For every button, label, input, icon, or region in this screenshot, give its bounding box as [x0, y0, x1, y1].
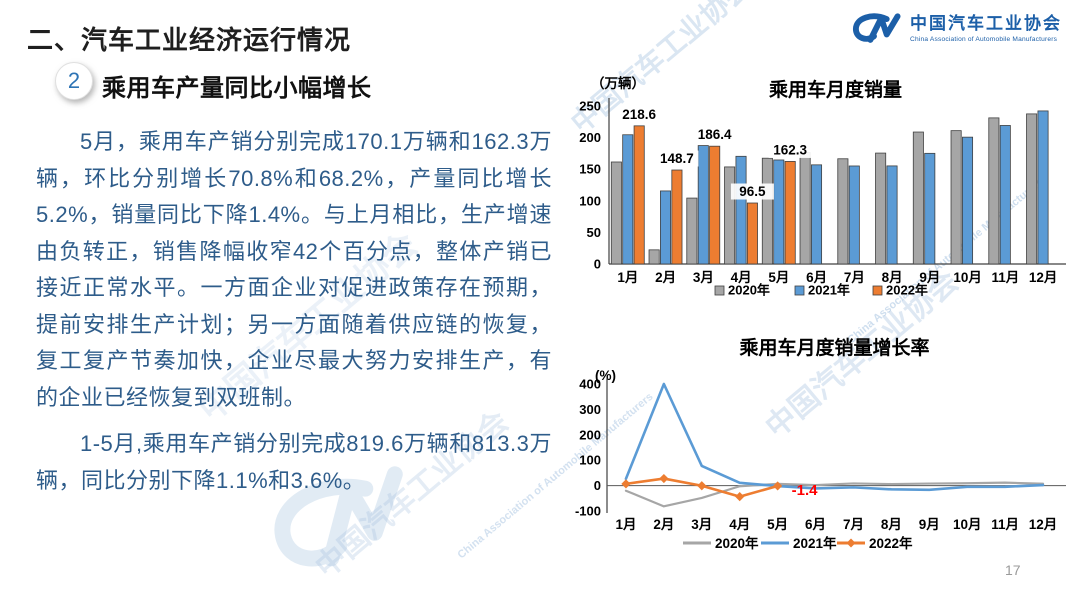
svg-text:(%): (%)	[595, 368, 616, 383]
svg-text:8月: 8月	[882, 270, 903, 285]
svg-text:3月: 3月	[693, 270, 714, 285]
svg-text:162.3: 162.3	[773, 142, 807, 157]
svg-text:（万辆）: （万辆）	[591, 75, 645, 91]
svg-text:11月: 11月	[991, 270, 1019, 285]
svg-text:-1.4: -1.4	[792, 482, 819, 499]
svg-text:218.6: 218.6	[622, 107, 656, 122]
svg-text:3月: 3月	[691, 517, 712, 532]
svg-text:-100: -100	[575, 504, 601, 519]
svg-text:7月: 7月	[844, 270, 865, 285]
svg-text:300: 300	[579, 402, 601, 417]
svg-text:100: 100	[579, 453, 601, 468]
page-title: 二、汽车工业经济运行情况	[27, 25, 352, 55]
svg-text:4月: 4月	[731, 270, 752, 285]
svg-text:150: 150	[579, 162, 601, 177]
svg-text:2021年: 2021年	[808, 283, 850, 298]
svg-text:2020年: 2020年	[728, 283, 770, 298]
svg-text:100: 100	[579, 193, 601, 208]
logo-name-english: China Association of Automobile Manufact…	[910, 35, 1058, 43]
svg-text:7月: 7月	[843, 517, 864, 532]
svg-text:10月: 10月	[953, 517, 982, 532]
svg-text:200: 200	[579, 427, 601, 442]
section-number-badge: 2	[55, 62, 93, 100]
svg-text:5月: 5月	[767, 517, 788, 532]
logo-name-chinese: 中国汽车工业协会	[910, 14, 1062, 34]
body-paragraph-2: 1-5月,乘用车产销分别完成819.6万辆和813.3万辆，同比分别下降1.1%…	[36, 431, 552, 493]
body-text-block: 5月，乘用车产销分别完成170.1万辆和162.3万辆，环比分别增长70.8%和…	[36, 124, 552, 509]
svg-text:0: 0	[594, 257, 601, 272]
svg-text:2022年: 2022年	[869, 535, 913, 551]
svg-text:2020年: 2020年	[715, 535, 759, 551]
svg-text:5月: 5月	[768, 270, 789, 285]
svg-text:2月: 2月	[655, 270, 676, 285]
svg-text:9月: 9月	[919, 517, 940, 532]
svg-text:6月: 6月	[805, 517, 826, 532]
section-heading: 乘用车产量同比小幅增长	[102, 75, 372, 102]
cam-logo-icon	[852, 13, 901, 43]
svg-text:4月: 4月	[729, 517, 750, 532]
organization-logo: 中国汽车工业协会 China Association of Automobile…	[845, 10, 1062, 48]
svg-text:1月: 1月	[617, 270, 638, 285]
svg-text:10月: 10月	[953, 270, 982, 285]
watermark-cm-logo-icon	[274, 466, 403, 567]
svg-text:9月: 9月	[919, 270, 940, 285]
svg-text:乘用车月度销量增长率: 乘用车月度销量增长率	[738, 336, 929, 359]
svg-text:148.7: 148.7	[660, 151, 694, 166]
svg-text:200: 200	[579, 130, 601, 145]
svg-text:12月: 12月	[1029, 270, 1058, 285]
svg-text:186.4: 186.4	[698, 127, 732, 142]
svg-text:11月: 11月	[991, 517, 1019, 532]
svg-text:2021年: 2021年	[793, 535, 837, 551]
svg-text:2022年: 2022年	[886, 283, 928, 298]
svg-text:12月: 12月	[1029, 517, 1058, 532]
svg-text:400: 400	[579, 377, 601, 392]
svg-text:6月: 6月	[806, 270, 827, 285]
body-paragraph-1: 5月，乘用车产销分别完成170.1万辆和162.3万辆，环比分别增长70.8%和…	[36, 129, 552, 410]
svg-text:1月: 1月	[615, 517, 636, 532]
monthly-sales-growth-line-chart: 乘用车月度销量增长率 (%)400 300 200 100 0 -100 1月 2月 3月 4月 5月…	[575, 336, 1066, 551]
page-number: 17	[1005, 562, 1021, 578]
svg-text:50: 50	[587, 225, 601, 240]
svg-text:250: 250	[579, 99, 601, 114]
svg-text:8月: 8月	[881, 517, 902, 532]
monthly-sales-bar-chart: 乘用车月度销量 （万辆） 0 50 100 150 200 250 1月 2月 3月 4月 5月 6月 7月…	[579, 75, 1066, 298]
svg-text:96.5: 96.5	[739, 184, 766, 199]
svg-text:0: 0	[594, 478, 601, 493]
svg-text:2月: 2月	[653, 517, 674, 532]
svg-text:乘用车月度销量: 乘用车月度销量	[768, 78, 902, 101]
